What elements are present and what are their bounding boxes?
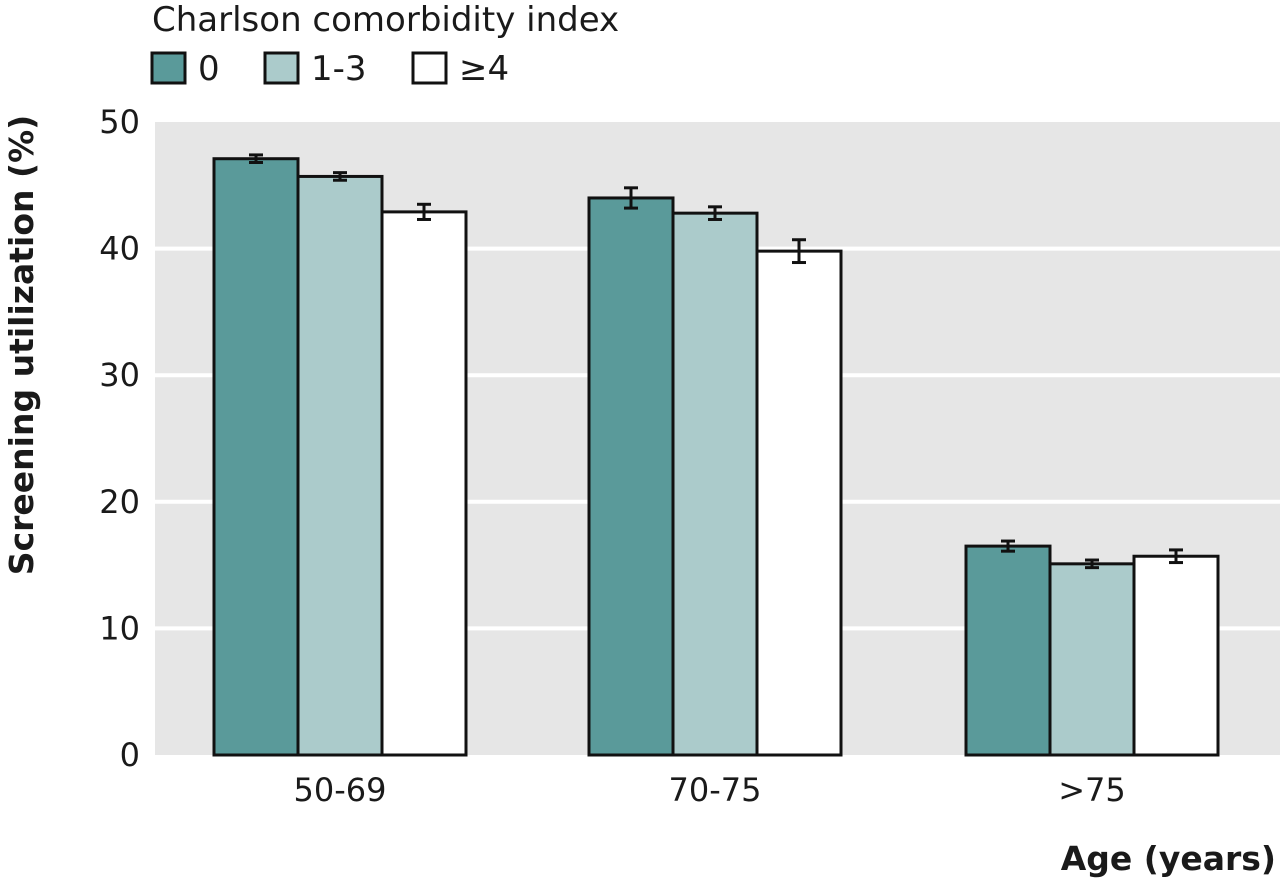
legend-label: 0	[198, 49, 220, 89]
bar	[587, 196, 675, 757]
bar	[380, 210, 468, 757]
y-axis-title: Screening utilization (%)	[2, 115, 41, 575]
bar	[755, 249, 843, 757]
legend-label: 1-3	[311, 49, 367, 89]
x-tick-label: >75	[1058, 771, 1126, 809]
y-tick-label: 40	[99, 230, 140, 268]
bar	[1132, 554, 1220, 757]
legend: 0 1-3 ≥4	[150, 49, 509, 89]
y-tick-label: 0	[120, 736, 140, 774]
bar	[671, 211, 759, 757]
x-tick-label: 50-69	[294, 771, 387, 809]
x-axis-title: Age (years)	[1061, 839, 1276, 878]
bar	[296, 174, 384, 757]
x-axis-ticks: 50-69 70-75 >75	[294, 771, 1126, 809]
bars	[212, 153, 1220, 757]
legend-label: ≥4	[459, 49, 509, 89]
legend-swatch	[150, 51, 187, 85]
legend-swatch	[263, 51, 300, 85]
y-tick-label: 30	[99, 356, 140, 394]
y-axis-ticks: 0 10 20 30 40 50	[99, 103, 140, 774]
bar	[1048, 562, 1136, 757]
legend-title: Charlson comorbidity index	[152, 0, 619, 40]
x-tick-label: 70-75	[669, 771, 762, 809]
legend-swatch	[411, 51, 448, 85]
bar	[212, 157, 300, 757]
bar	[964, 544, 1052, 757]
y-tick-label: 20	[99, 483, 140, 521]
y-tick-label: 50	[99, 103, 140, 141]
y-tick-label: 10	[99, 609, 140, 647]
